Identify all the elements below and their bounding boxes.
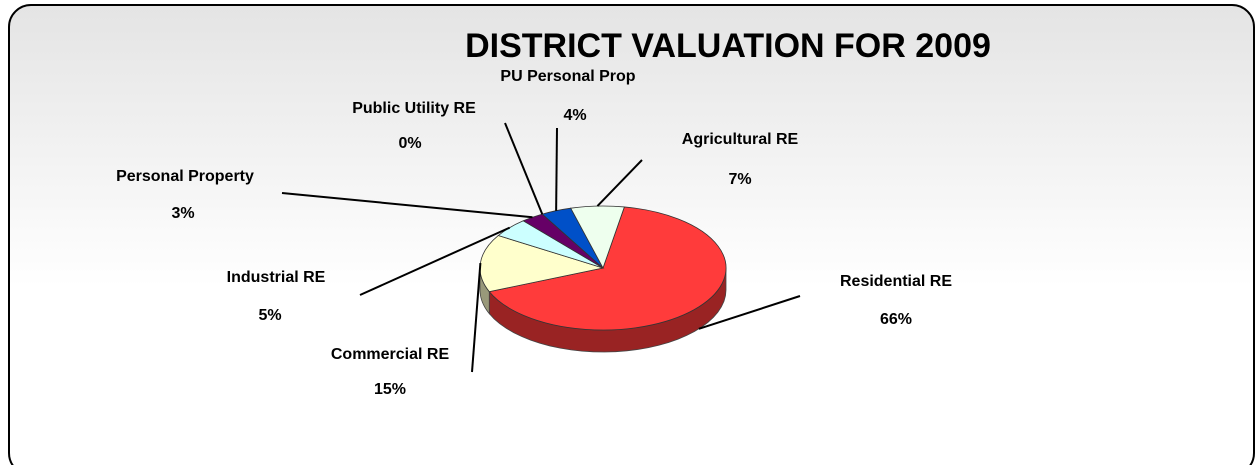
pie-slice [488,206,727,331]
chart-title: DISTRICT VALUATION FOR 2009 [465,27,991,65]
leader-line [698,295,801,330]
pie [479,205,727,353]
leader-line [596,159,643,207]
category-label: Personal Property [116,168,254,185]
value-label: 5% [258,307,281,324]
value-label: 3% [171,205,194,222]
category-label: Industrial RE [227,269,326,286]
value-label: 66% [880,311,912,328]
category-label: PU Personal Prop [500,68,635,85]
category-label: Public Utility RE [352,100,476,117]
leader-line [281,192,533,219]
value-label: 4% [563,107,586,124]
value-label: 7% [728,171,751,188]
pie-slice [479,235,605,293]
category-label: Commercial RE [331,346,450,363]
category-label: Residential RE [840,273,952,290]
leader-line [555,127,558,211]
leader-line [504,122,544,215]
category-label: Agricultural RE [682,131,799,148]
value-label: 0% [398,135,421,152]
value-label: 15% [374,381,406,398]
leader-line [359,226,511,296]
leader-line [471,262,482,373]
